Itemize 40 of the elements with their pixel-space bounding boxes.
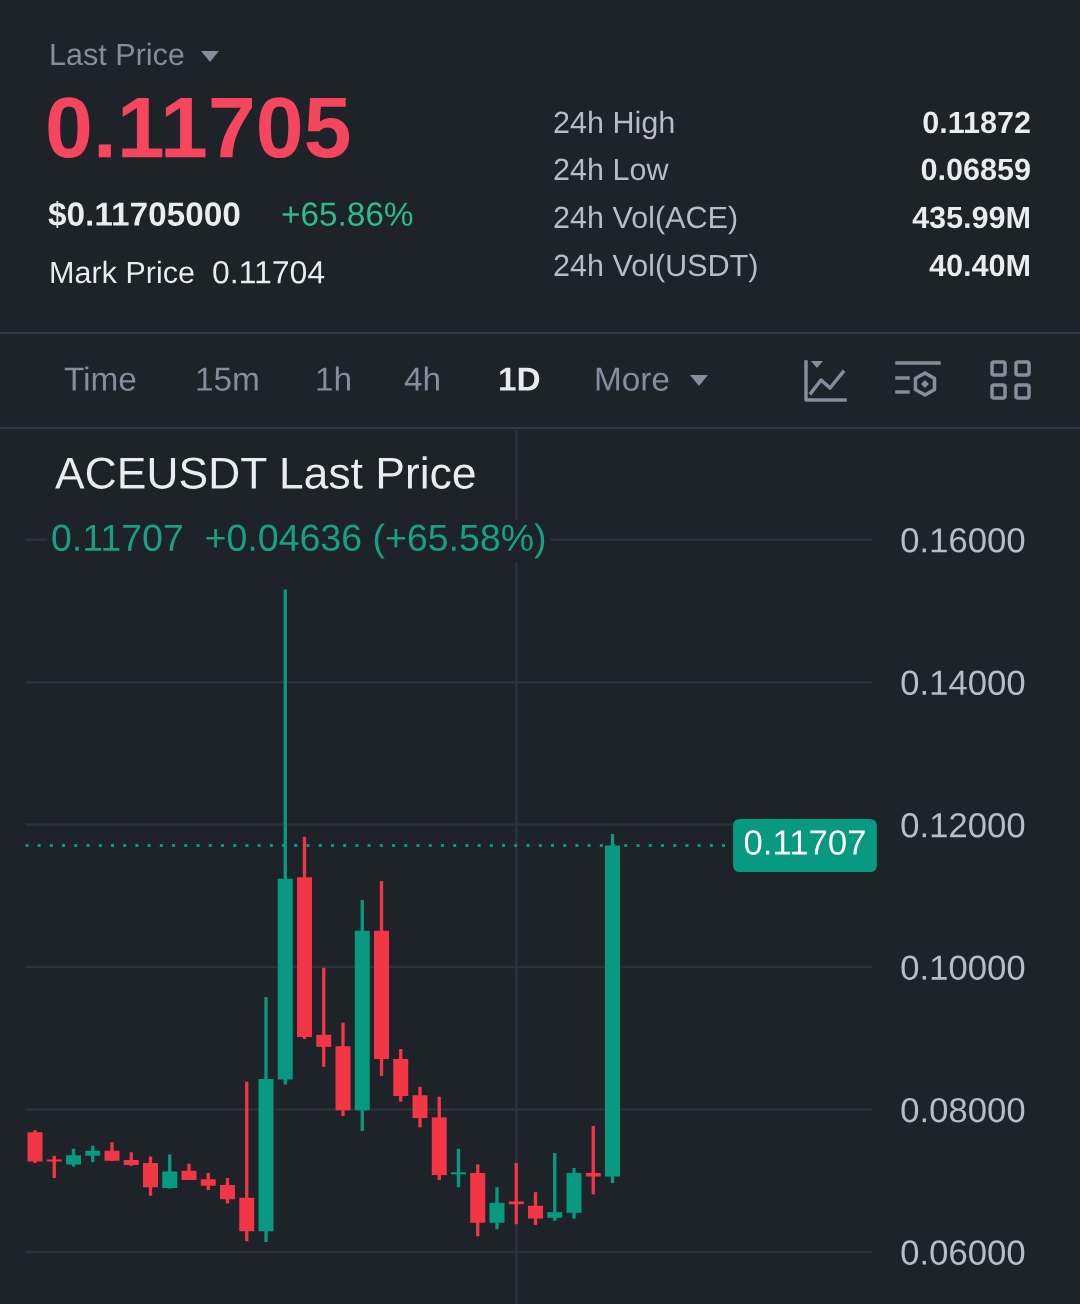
text: 4h bbox=[404, 366, 439, 391]
y-tick-label: 0.14000 bbox=[901, 670, 1025, 696]
candlestick bbox=[104, 1142, 120, 1161]
text: $0.11705000 bbox=[48, 200, 240, 229]
text: +65.86% bbox=[282, 202, 413, 226]
y-tick-label: 0.10000 bbox=[901, 955, 1025, 980]
text: 1D bbox=[500, 367, 540, 391]
candlestick bbox=[508, 1161, 524, 1225]
text: 24h Vol(USDT) bbox=[554, 253, 757, 283]
candlestick bbox=[450, 1148, 467, 1188]
candlestick bbox=[162, 1154, 178, 1189]
text: 24h High bbox=[554, 110, 674, 140]
candlestick bbox=[46, 1154, 62, 1178]
text: More bbox=[596, 367, 669, 391]
text: 435.99M bbox=[912, 206, 1029, 229]
text: 0.11705 bbox=[48, 97, 350, 159]
candlestick bbox=[412, 1086, 428, 1128]
text: 1h bbox=[317, 366, 350, 391]
candlestick bbox=[527, 1192, 544, 1225]
text: 0.11707 +0.04636 (+65.58%) bbox=[52, 523, 545, 559]
text: 24h Vol(ACE) bbox=[554, 205, 737, 235]
text: 0.06859 bbox=[921, 158, 1030, 181]
y-tick-label: 0.08000 bbox=[901, 1097, 1025, 1123]
text: Mark Price bbox=[51, 260, 194, 284]
candlestick bbox=[316, 967, 332, 1067]
text: 0.11704 bbox=[213, 260, 325, 284]
chart-title: ACEUSDT Last Price bbox=[55, 456, 475, 489]
y-tick-label: 0.16000 bbox=[901, 528, 1025, 553]
candlestick bbox=[219, 1177, 236, 1204]
y-tick-label: 0.12000 bbox=[901, 812, 1025, 838]
text: 40.40M bbox=[929, 254, 1029, 277]
ref-line-label: 0.11707 bbox=[744, 830, 865, 855]
text: Time bbox=[64, 366, 136, 391]
text: 0.11872 bbox=[923, 111, 1030, 134]
y-tick-label: 0.06000 bbox=[901, 1240, 1025, 1265]
text: 24h Low bbox=[554, 157, 669, 181]
candlestick bbox=[547, 1152, 563, 1221]
text: Last Price bbox=[51, 42, 184, 66]
text: 15m bbox=[197, 367, 258, 391]
candlestick bbox=[489, 1187, 505, 1230]
